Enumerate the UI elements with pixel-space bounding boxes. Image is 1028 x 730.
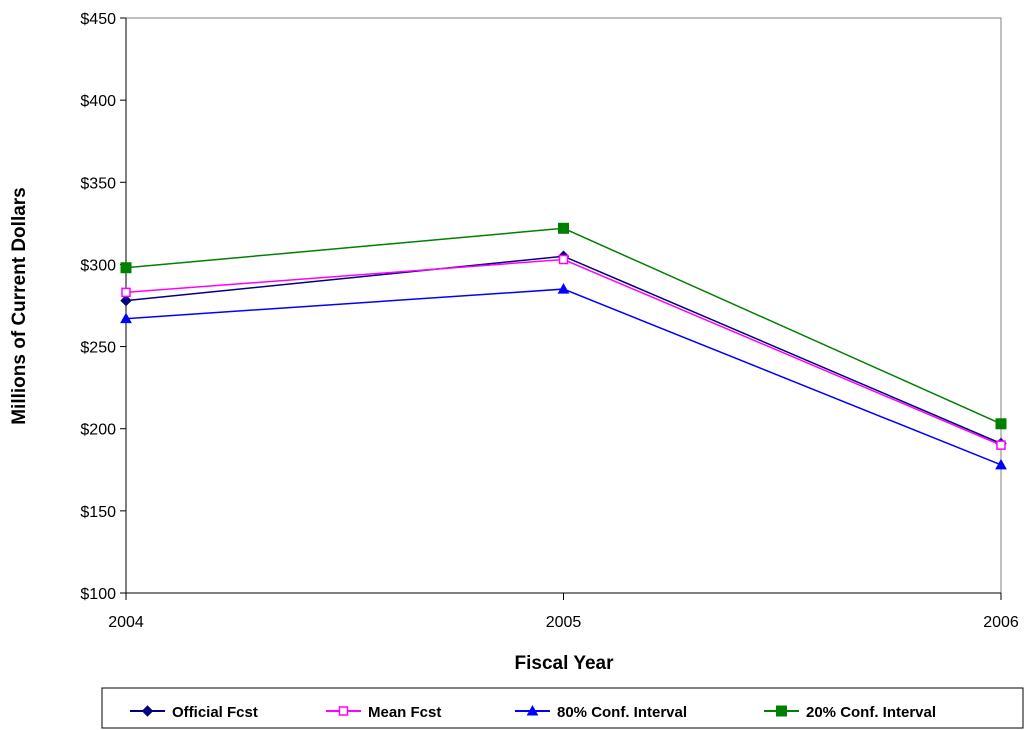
x-tick-label: 2006 xyxy=(983,614,1019,631)
data-point xyxy=(558,254,569,265)
x-axis: 2004 2005 2006 xyxy=(108,592,1019,631)
legend-marker xyxy=(141,705,154,717)
y-axis-title: Millions of Current Dollars xyxy=(9,187,30,425)
data-point xyxy=(996,440,1006,450)
data-point xyxy=(558,222,569,234)
plot-area xyxy=(125,17,1002,594)
series-3 xyxy=(120,283,1007,470)
legend-marker xyxy=(776,705,787,717)
series-2 xyxy=(121,254,1006,450)
data-point xyxy=(557,283,570,294)
y-tick-label: $100 xyxy=(80,586,116,603)
data-point xyxy=(120,312,132,324)
data-point xyxy=(120,294,132,307)
y-tick-label: $250 xyxy=(80,340,116,357)
series-4 xyxy=(120,222,1007,430)
legend-item: 20% Conf. Interval xyxy=(764,704,936,721)
legend-marker xyxy=(338,706,349,716)
y-tick-label: $300 xyxy=(80,257,116,274)
y-tick-label: $200 xyxy=(80,422,116,439)
y-tick-label: $450 xyxy=(80,11,116,28)
legend: Official Fcst Mean Fcst 80% Conf. Interval… xyxy=(101,687,1024,729)
x-axis-title: Fiscal Year xyxy=(515,653,615,674)
data-point xyxy=(995,418,1007,430)
legend-item: Official Fcst xyxy=(130,704,258,721)
x-tick-label: 2005 xyxy=(546,614,582,631)
legend-label: Mean Fcst xyxy=(368,704,441,721)
y-tick-label: $150 xyxy=(80,504,116,521)
legend-marker xyxy=(526,704,539,716)
series-layer xyxy=(120,222,1007,470)
data-point xyxy=(121,287,131,298)
legend-label: 20% Conf. Interval xyxy=(806,704,936,721)
x-tick-label: 2004 xyxy=(108,614,144,631)
legend-item: 80% Conf. Interval xyxy=(515,704,687,721)
data-point xyxy=(120,262,132,274)
y-axis: $100 $150 $200 $250 $300 $350 $400 $450 xyxy=(80,11,127,603)
legend-item: Mean Fcst xyxy=(326,704,441,721)
y-tick-label: $400 xyxy=(80,93,116,110)
data-point xyxy=(995,458,1007,470)
y-tick-label: $350 xyxy=(80,175,116,192)
legend-label: Official Fcst xyxy=(172,704,258,721)
legend-label: 80% Conf. Interval xyxy=(557,704,687,721)
legend-box xyxy=(101,687,1024,729)
